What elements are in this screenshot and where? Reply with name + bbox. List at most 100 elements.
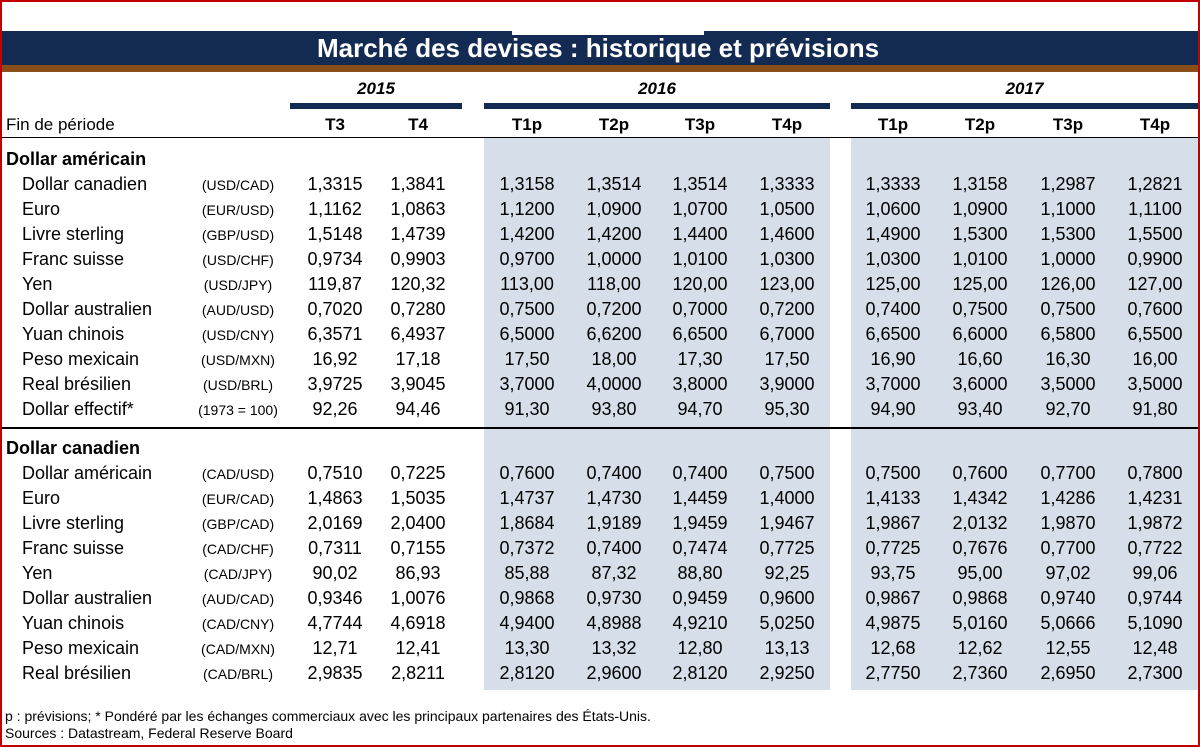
rate-cell: 0,9459	[672, 588, 728, 608]
currency-name: Real brésilien	[22, 374, 132, 394]
rate-cell: 2,0400	[390, 513, 446, 533]
year-2016: 2016	[638, 79, 676, 98]
rate-cell: 1,3514	[586, 174, 642, 194]
rate-cell: 0,7800	[1127, 463, 1183, 483]
rate-cell: 0,7000	[672, 299, 728, 319]
rate-cell: 1,9467	[759, 513, 815, 533]
rate-cell: 1,4730	[586, 488, 642, 508]
rate-cell: 12,71	[312, 638, 358, 658]
table-row: Yen (CAD/JPY) 90,02 86,93 85,88 87,32 88,80 92,…	[0, 563, 1200, 587]
rate-cell: 92,70	[1045, 399, 1091, 419]
rate-cell: 1,4000	[759, 488, 815, 508]
rate-cell: 1,3158	[952, 174, 1008, 194]
rate-cell: 1,5500	[1127, 224, 1183, 244]
rate-cell: 1,3333	[865, 174, 921, 194]
rate-cell: 6,3571	[307, 324, 363, 344]
rate-cell: 1,9189	[586, 513, 642, 533]
rate-cell: 1,1000	[1040, 199, 1096, 219]
currency-name: Peso mexicain	[22, 638, 140, 658]
table-row: Franc suisse (CAD/CHF) 0,7311 0,7155 0,7372 0…	[0, 538, 1200, 562]
rate-cell: 1,3514	[672, 174, 728, 194]
rate-cell: 123,00	[759, 274, 815, 294]
rate-cell: 0,9868	[499, 588, 555, 608]
rate-cell: 0,9744	[1127, 588, 1183, 608]
rate-cell: 13,30	[504, 638, 550, 658]
rate-cell: 0,7400	[672, 463, 728, 483]
rate-cell: 17,30	[677, 349, 723, 369]
rate-cell: 0,7700	[1040, 538, 1096, 558]
rate-cell: 1,0100	[672, 249, 728, 269]
rate-cell: 94,70	[677, 399, 723, 419]
rate-cell: 0,7500	[1040, 299, 1096, 319]
rate-cell: 0,7200	[586, 299, 642, 319]
rate-cell: 1,5300	[952, 224, 1008, 244]
rate-cell: 95,30	[764, 399, 810, 419]
currency-pair-code: (EUR/USD)	[201, 202, 275, 218]
rate-cell: 2,9835	[307, 663, 363, 683]
rate-cell: 0,7600	[952, 463, 1008, 483]
rate-cell: 17,18	[395, 349, 441, 369]
header-rule	[2, 137, 1198, 138]
section-divider	[2, 427, 1198, 429]
rate-cell: 16,00	[1132, 349, 1178, 369]
table-row: Dollar effectif* (1973 = 100) 92,26 94,46 91…	[0, 399, 1200, 423]
rate-cell: 0,7020	[307, 299, 363, 319]
rate-cell: 2,7300	[1127, 663, 1183, 683]
rate-cell: 1,2821	[1127, 174, 1183, 194]
currency-pair-code: (CAD/JPY)	[203, 566, 273, 582]
currency-pair-code: (CAD/MXN)	[201, 641, 275, 657]
rate-cell: 5,1090	[1127, 613, 1183, 633]
table-row: Dollar australien (AUD/CAD) 0,9346 1,0076 0,…	[0, 588, 1200, 612]
rate-cell: 18,00	[591, 349, 637, 369]
currency-name: Yen	[22, 274, 53, 294]
rate-cell: 13,32	[591, 638, 637, 658]
rate-cell: 12,68	[870, 638, 916, 658]
rate-cell: 5,0250	[759, 613, 815, 633]
rate-cell: 1,4200	[499, 224, 555, 244]
currency-pair-code: (USD/CAD)	[201, 177, 275, 193]
section-title: Dollar américain	[6, 149, 147, 169]
currency-name: Real brésilien	[22, 663, 132, 683]
table-row: Dollar canadien (USD/CAD) 1,3315 1,3841 1,31…	[0, 174, 1200, 198]
rate-cell: 1,4231	[1127, 488, 1183, 508]
rate-cell: 2,8120	[672, 663, 728, 683]
rate-cell: 12,62	[957, 638, 1003, 658]
rate-cell: 1,4200	[586, 224, 642, 244]
forecast-2016-shade	[484, 138, 830, 690]
rate-cell: 0,7474	[672, 538, 728, 558]
rate-cell: 119,87	[308, 274, 362, 294]
currency-name: Livre sterling	[22, 513, 125, 533]
page-title: Marché des devises : historique et prévi…	[316, 33, 880, 63]
currency-name: Franc suisse	[22, 249, 125, 269]
rate-cell: 1,3315	[307, 174, 363, 194]
table-row: Dollar américain (CAD/USD) 0,7510 0,7225 0,7…	[0, 463, 1200, 487]
rate-cell: 2,6950	[1040, 663, 1096, 683]
rate-cell: 0,9867	[865, 588, 921, 608]
rate-cell: 92,26	[312, 399, 358, 419]
rate-cell: 3,7000	[865, 374, 921, 394]
year-rule-2017	[851, 103, 1198, 109]
currency-pair-code: (CAD/USD)	[201, 466, 275, 482]
rate-cell: 2,7750	[865, 663, 921, 683]
rate-cell: 1,3158	[499, 174, 555, 194]
rate-cell: 91,30	[504, 399, 550, 419]
rate-cell: 0,7600	[1127, 299, 1183, 319]
table-row: Real brésilien (CAD/BRL) 2,9835 2,8211 2,812…	[0, 663, 1200, 687]
currency-name: Peso mexicain	[22, 349, 140, 369]
rate-cell: 93,75	[870, 563, 916, 583]
rate-cell: 120,00	[672, 274, 728, 294]
rate-cell: 1,0700	[672, 199, 728, 219]
currency-name: Franc suisse	[22, 538, 125, 558]
rate-cell: 1,9867	[865, 513, 921, 533]
rate-cell: 0,7725	[865, 538, 921, 558]
column-header: T4	[408, 115, 428, 134]
currency-pair-code: (GBP/USD)	[201, 227, 275, 243]
footnote-sources: Sources : Datastream, Federal Reserve Bo…	[5, 725, 293, 741]
rate-cell: 126,00	[1040, 274, 1096, 294]
rate-cell: 0,9700	[499, 249, 555, 269]
rate-cell: 1,0300	[759, 249, 815, 269]
rate-cell: 16,92	[312, 349, 358, 369]
currency-pair-code: (AUD/CAD)	[201, 591, 275, 607]
rate-cell: 0,7700	[1040, 463, 1096, 483]
rate-cell: 1,1200	[499, 199, 555, 219]
